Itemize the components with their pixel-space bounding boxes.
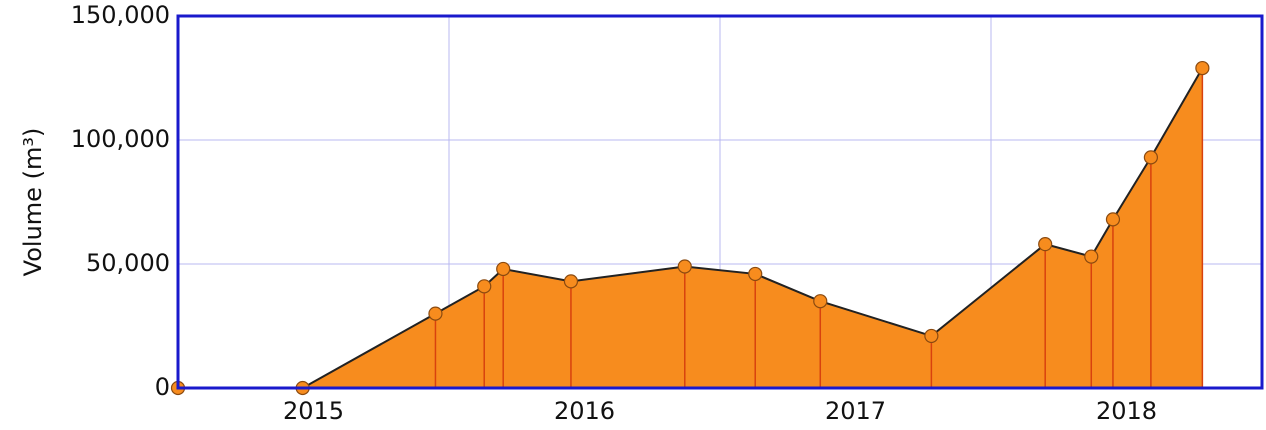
marker — [1143, 150, 1158, 165]
marker — [477, 279, 492, 294]
marker — [748, 266, 763, 282]
x-tick-label: 2018 — [1096, 397, 1157, 425]
marker — [813, 294, 828, 309]
plot-frame — [176, 14, 1264, 390]
marker — [1084, 249, 1099, 264]
x-tick-label: 2015 — [283, 397, 344, 425]
marker — [1195, 60, 1210, 76]
y-axis-label: Volume (m³) — [19, 128, 47, 277]
y-tick-label: 150,000 — [71, 1, 170, 29]
y-tick-label: 0 — [155, 373, 170, 401]
marker — [496, 261, 511, 277]
marker — [924, 328, 939, 344]
marker — [1038, 237, 1053, 252]
area — [178, 68, 1203, 388]
x-tick-label: 2017 — [825, 397, 886, 425]
y-tick-label: 50,000 — [86, 249, 170, 277]
marker — [428, 306, 443, 321]
marker — [563, 274, 579, 289]
x-tick-label: 2016 — [554, 397, 615, 425]
y-tick-label: 100,000 — [71, 125, 170, 153]
marker — [1105, 212, 1121, 227]
marker — [677, 259, 692, 274]
